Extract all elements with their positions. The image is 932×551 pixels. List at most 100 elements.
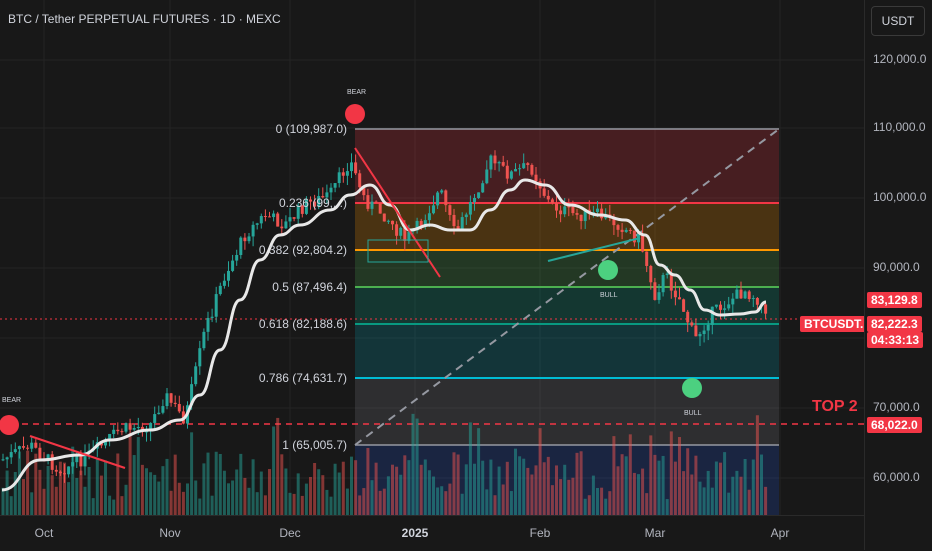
volume-bar: [747, 489, 751, 515]
bull-signal-marker: [598, 260, 618, 280]
candle-body: [632, 230, 636, 243]
time-label: 2025: [401, 526, 429, 540]
volume-bar: [214, 451, 218, 515]
candle-body: [583, 209, 587, 222]
candle-body: [567, 206, 571, 208]
price-tick: 90,000.0: [873, 260, 920, 274]
candle-body: [329, 187, 333, 193]
volume-bar: [382, 488, 386, 515]
volume-bar: [169, 490, 173, 515]
volume-bar: [456, 454, 460, 515]
volume-bar: [485, 489, 489, 515]
volume-bar: [239, 453, 243, 515]
volume-bar: [764, 486, 768, 515]
candle-body: [550, 199, 554, 204]
volume-bar: [641, 468, 645, 515]
volume-bars: [1, 413, 768, 515]
chart-area[interactable]: BTC / Tether PERPETUAL FUTURES · 1D · ME…: [0, 0, 864, 515]
price-chart[interactable]: [0, 0, 864, 515]
volume-bar: [395, 466, 399, 515]
candle-body: [702, 330, 706, 335]
fib-level-label: 0.382 (92,804.2): [258, 243, 347, 257]
candle-body: [415, 220, 419, 231]
candle-body: [563, 206, 567, 215]
volume-bar: [370, 480, 374, 515]
volume-bar: [432, 476, 435, 515]
volume-bar: [247, 487, 251, 515]
candle-body: [735, 289, 739, 299]
volume-bar: [596, 487, 599, 515]
price-tick: 110,000.0: [873, 120, 926, 134]
time-label: Apr: [770, 526, 790, 540]
time-axis[interactable]: Oct Nov Dec 2025 Feb Mar Apr: [0, 515, 864, 551]
volume-bar: [50, 475, 54, 515]
signal-label: BEAR: [347, 89, 367, 96]
candle-body: [526, 163, 530, 165]
volume-bar: [235, 469, 239, 515]
candle-body: [124, 423, 128, 432]
candle-body: [116, 429, 120, 432]
candle-body: [395, 224, 399, 236]
candle-body: [38, 447, 42, 459]
candle-body: [317, 196, 321, 207]
volume-bar: [751, 459, 755, 515]
volume-bar: [440, 486, 444, 515]
volume-bar: [276, 417, 280, 515]
volume-bar: [559, 479, 563, 515]
volume-bar: [694, 455, 698, 515]
volume-bar: [714, 461, 718, 515]
volume-bar: [415, 418, 419, 515]
candle-body: [620, 229, 624, 232]
moving-average-line: [1, 178, 767, 492]
candle-body: [276, 213, 280, 227]
volume-bar: [366, 447, 370, 515]
signal-markers: [0, 104, 702, 435]
candle-body: [165, 393, 169, 407]
candle-body: [46, 454, 50, 461]
volume-bar: [637, 474, 640, 515]
candle-body: [505, 165, 509, 179]
volume-bar: [673, 461, 677, 515]
candle-body: [83, 452, 87, 467]
candle-body: [337, 172, 341, 184]
candle-body: [128, 423, 132, 430]
candle-body: [50, 454, 54, 470]
volume-bar: [280, 454, 284, 515]
volume-bar: [38, 469, 42, 515]
price-axis[interactable]: USDT 120,000.0 110,000.0 100,000.0 90,00…: [864, 0, 932, 550]
candle-body: [210, 316, 214, 318]
candle-body: [239, 237, 243, 256]
candle-body: [481, 183, 485, 193]
volume-bar: [132, 455, 136, 515]
candle-body: [657, 292, 661, 300]
volume-bar: [67, 482, 71, 515]
price-tick: 120,000.0: [873, 52, 927, 66]
candle-body: [136, 426, 140, 429]
bear-signal-marker: [0, 415, 19, 435]
volume-bar: [419, 464, 423, 515]
volume-bar: [161, 466, 165, 515]
volume-bar: [54, 486, 58, 515]
volume-bar: [345, 488, 349, 515]
volume-bar: [702, 487, 706, 515]
candle-body: [542, 188, 546, 196]
volume-bar: [231, 480, 235, 515]
candle-body: [366, 195, 370, 209]
volume-bar: [333, 463, 337, 515]
currency-selector[interactable]: USDT: [871, 6, 925, 36]
candle-body: [235, 255, 239, 261]
candle-body: [456, 226, 460, 229]
candle-body: [149, 422, 153, 432]
candle-body: [58, 471, 62, 474]
fib-level-label: 0 (109,987.0): [275, 122, 347, 136]
volume-bar: [518, 456, 522, 515]
volume-bar: [108, 495, 112, 515]
volume-bar: [104, 460, 107, 515]
volume-bar: [501, 484, 505, 515]
candle-body: [678, 297, 681, 300]
candle-body: [112, 429, 116, 434]
volume-bar: [399, 474, 403, 515]
candle-body: [345, 171, 349, 176]
candle-body: [54, 469, 58, 472]
volume-bar: [669, 431, 673, 515]
